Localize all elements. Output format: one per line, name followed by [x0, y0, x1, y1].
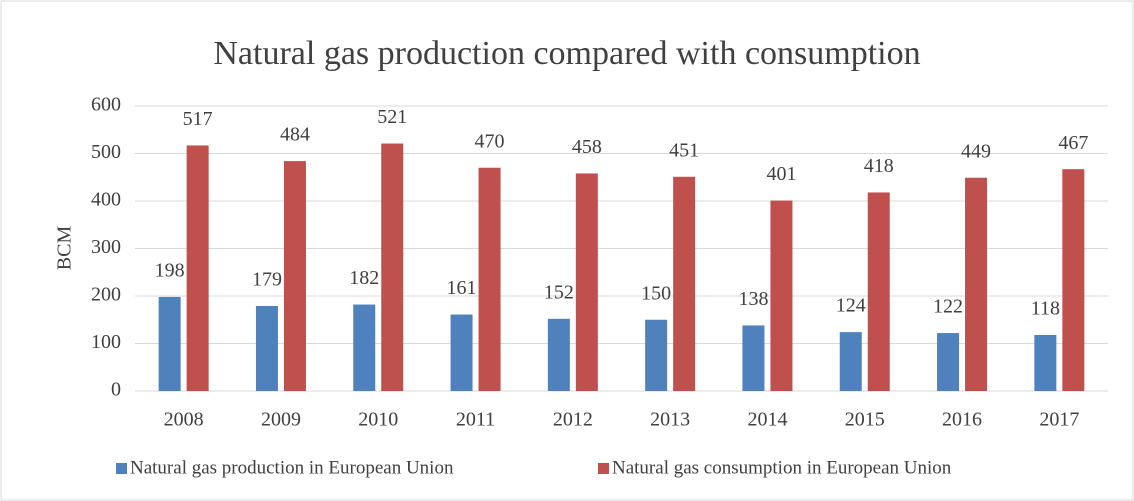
y-tick-label: 600: [91, 94, 121, 116]
y-axis-label: BCM: [54, 226, 76, 271]
bar: [478, 167, 501, 391]
bar: [965, 177, 988, 391]
legend-swatch: [598, 463, 609, 474]
x-tick-label: 2013: [650, 409, 690, 431]
bar: [255, 305, 278, 391]
bar: [645, 319, 668, 391]
chart-title: Natural gas production compared with con…: [213, 35, 920, 72]
y-tick-label: 500: [91, 141, 121, 163]
data-label: 517: [183, 108, 213, 130]
data-label: 122: [933, 296, 963, 318]
data-label: 521: [377, 106, 407, 128]
bar: [186, 145, 209, 391]
bar: [867, 192, 890, 391]
x-tick-label: 2015: [845, 409, 885, 431]
data-label: 182: [349, 267, 379, 289]
data-label: 150: [641, 282, 671, 304]
bar: [742, 325, 765, 391]
y-tick-label: 300: [91, 236, 121, 258]
data-label: 418: [864, 155, 894, 177]
legend-label: Natural gas production in European Union: [130, 457, 454, 478]
data-label: 161: [447, 277, 477, 299]
data-label: 401: [766, 163, 796, 185]
legend-swatch: [116, 463, 127, 474]
data-label: 152: [544, 281, 574, 303]
data-label: 449: [961, 140, 991, 162]
bar: [673, 176, 696, 391]
data-label: 470: [475, 130, 505, 152]
bar: [770, 200, 793, 391]
data-label: 118: [1031, 298, 1060, 320]
data-label: 484: [280, 124, 310, 146]
data-label: 124: [836, 295, 866, 317]
y-tick-label: 0: [111, 379, 121, 401]
bar: [1034, 334, 1057, 391]
x-tick-label: 2012: [553, 409, 593, 431]
bar: [283, 161, 306, 391]
data-label: 451: [669, 139, 699, 161]
bar: [1062, 169, 1085, 391]
y-tick-label: 200: [91, 284, 121, 306]
x-tick-label: 2008: [164, 409, 204, 431]
data-label: 198: [155, 260, 185, 282]
bar: [158, 296, 181, 391]
data-label: 467: [1058, 132, 1088, 154]
data-label: 179: [252, 269, 282, 291]
x-tick-label: 2014: [747, 409, 787, 431]
bar: [547, 318, 570, 391]
bar: [353, 304, 376, 391]
bar: [937, 333, 960, 391]
x-tick-label: 2009: [261, 409, 301, 431]
bar: [575, 173, 598, 391]
x-tick-label: 2017: [1039, 409, 1079, 431]
x-tick-label: 2010: [358, 409, 398, 431]
data-label: 458: [572, 136, 602, 158]
y-tick-label: 400: [91, 189, 121, 211]
bar: [839, 332, 862, 391]
x-tick-label: 2011: [456, 409, 495, 431]
legend-label: Natural gas consumption in European Unio…: [612, 457, 952, 478]
x-tick-label: 2016: [942, 409, 982, 431]
y-tick-label: 100: [91, 331, 121, 353]
data-label: 138: [738, 288, 768, 310]
bar: [381, 143, 404, 391]
bar: [450, 314, 473, 391]
